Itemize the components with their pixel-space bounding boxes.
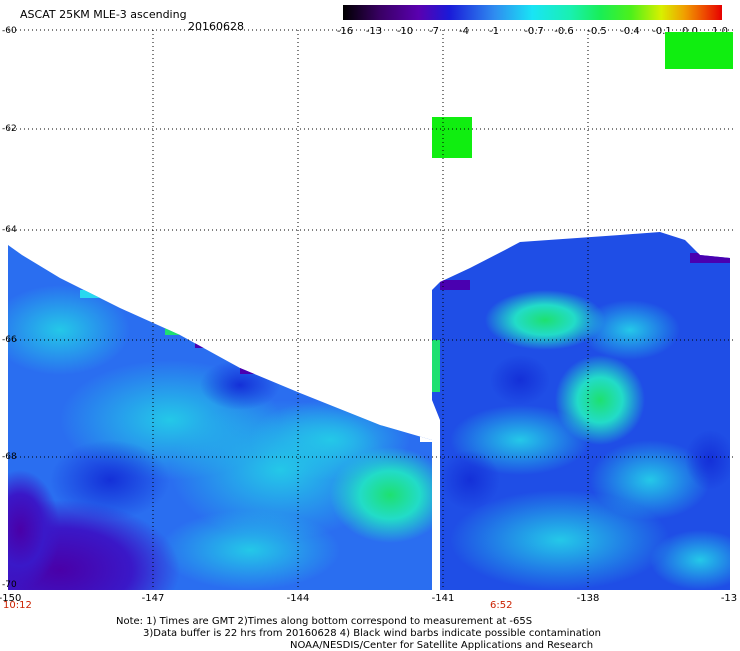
longitude-label: -147: [141, 593, 165, 604]
colorbar-label: -10: [396, 26, 414, 37]
longitude-label: -138: [576, 593, 600, 604]
colorbar-label: -1: [489, 26, 499, 37]
longitude-label: -13: [720, 593, 738, 604]
latitude-label: -62: [2, 124, 17, 134]
time-label: 10:12: [3, 600, 32, 611]
colorbar-label: -0.5: [587, 26, 607, 37]
left-swath: [8, 245, 432, 590]
product-title: ASCAT 25KM MLE-3 ascending: [20, 8, 187, 21]
note-line: 3)Data buffer is 22 hrs from 20160628 4)…: [143, 628, 601, 639]
colorbar-label: -0.7: [524, 26, 544, 37]
data-cell: [432, 117, 472, 158]
note-line: Note: 1) Times are GMT 2)Times along bot…: [116, 616, 533, 627]
colorbar-label: -7: [429, 26, 439, 37]
longitude-label: -144: [286, 593, 310, 604]
colorbar-label: -0.6: [554, 26, 574, 37]
colorbar-label: -4: [459, 26, 469, 37]
latitude-label: -66: [2, 335, 17, 345]
colorbar-label: 1.0: [712, 26, 728, 37]
note-line: NOAA/NESDIS/Center for Satellite Applica…: [290, 640, 594, 651]
time-label: 6:52: [490, 600, 513, 611]
latitude-label: -64: [2, 225, 17, 235]
data-cell: [665, 32, 733, 69]
colorbar-label: -16: [336, 26, 354, 37]
graticule: [8, 29, 733, 588]
product-date: 20160628: [188, 20, 244, 33]
latitude-label: -70: [2, 580, 17, 590]
longitude-label: -141: [431, 593, 455, 604]
colorbar-label: -0.1: [652, 26, 672, 37]
colorbar: [343, 5, 722, 20]
colorbar-label: -13: [365, 26, 383, 37]
colorbar-label: 0.0: [682, 26, 698, 37]
longitude-label: -150: [0, 593, 22, 604]
latitude-label: -68: [2, 452, 17, 462]
right-swath: [432, 232, 730, 590]
colorbar-label: -0.4: [620, 26, 640, 37]
latitude-label: -60: [2, 26, 17, 36]
